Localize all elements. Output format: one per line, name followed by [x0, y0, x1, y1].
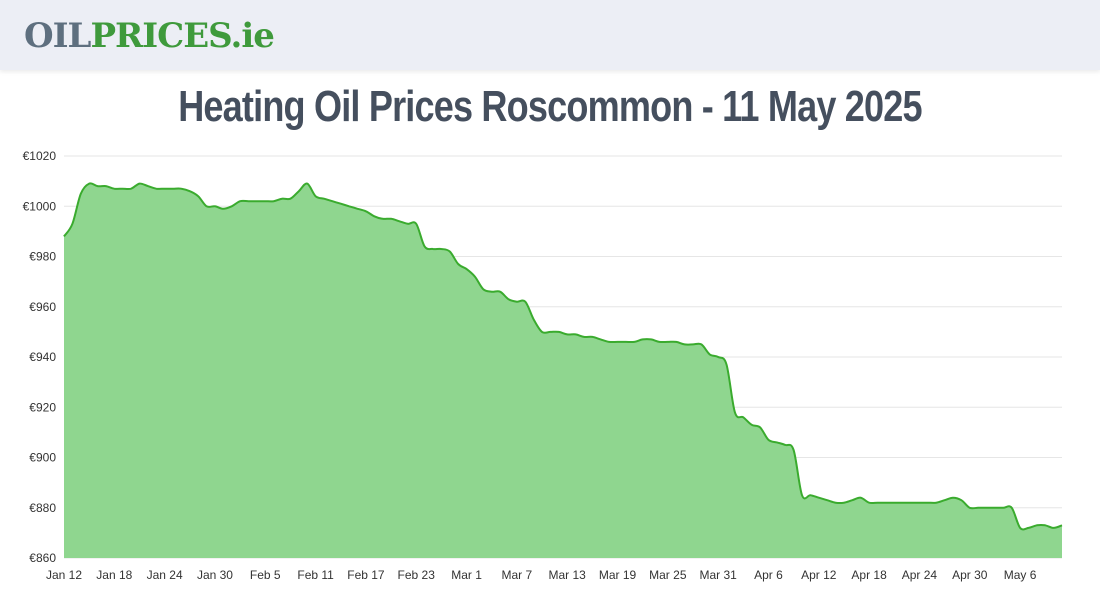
x-tick-label: Apr 12: [801, 568, 837, 582]
x-tick-label: Feb 17: [347, 568, 385, 582]
x-tick-label: Jan 18: [96, 568, 132, 582]
logo-tld-text: .ie: [230, 16, 274, 56]
x-tick-label: Mar 13: [549, 568, 587, 582]
y-tick-label: €940: [29, 350, 56, 364]
x-tick-label: May 6: [1004, 568, 1037, 582]
price-series-line: [63, 182, 1063, 531]
x-tick-label: Mar 7: [502, 568, 533, 582]
logo-oil-text: OIL: [24, 16, 91, 56]
y-tick-label: €920: [29, 400, 56, 414]
x-tick-label: Jan 24: [147, 568, 183, 582]
page-title: Heating Oil Prices Roscommon - 11 May 20…: [178, 82, 922, 131]
y-axis-ticks: €860 €880 €900 €920 €940 €960 €980 €1000 €1020: [23, 149, 57, 565]
x-tick-label: Mar 19: [599, 568, 637, 582]
x-axis-ticks: Jan 12 Jan 18 Jan 24 Jan 30 Feb 5 Feb 11 Feb 1…: [46, 568, 1037, 582]
y-tick-label: €900: [29, 451, 56, 465]
x-tick-label: Feb 11: [297, 568, 334, 582]
y-tick-label: €980: [29, 250, 56, 264]
x-tick-label: Mar 25: [649, 568, 687, 582]
y-tick-label: €1000: [23, 199, 57, 213]
price-area-chart: €860 €880 €900 €920 €940 €960 €980 €1000 €1020 J…: [23, 149, 1063, 582]
x-tick-label: Apr 18: [851, 568, 887, 582]
x-tick-label: Apr 24: [902, 568, 938, 582]
price-area-fill: [64, 183, 1062, 558]
x-tick-label: Jan 30: [197, 568, 233, 582]
x-tick-label: Mar 31: [699, 568, 737, 582]
y-tick-label: €860: [29, 551, 56, 565]
x-tick-label: Apr 6: [754, 568, 783, 582]
x-tick-label: Feb 5: [250, 568, 281, 582]
site-logo[interactable]: OILPRICES.ie: [24, 14, 275, 58]
x-tick-label: Apr 30: [952, 568, 988, 582]
x-tick-label: Feb 23: [398, 568, 436, 582]
y-tick-label: €880: [29, 501, 56, 515]
x-tick-label: Jan 12: [46, 568, 82, 582]
site-header: OILPRICES.ie: [0, 0, 1100, 70]
x-tick-label: Mar 1: [451, 568, 482, 582]
logo-prices-text: PRICES: [90, 16, 231, 56]
y-tick-label: €960: [29, 300, 56, 314]
y-tick-label: €1020: [23, 149, 57, 163]
